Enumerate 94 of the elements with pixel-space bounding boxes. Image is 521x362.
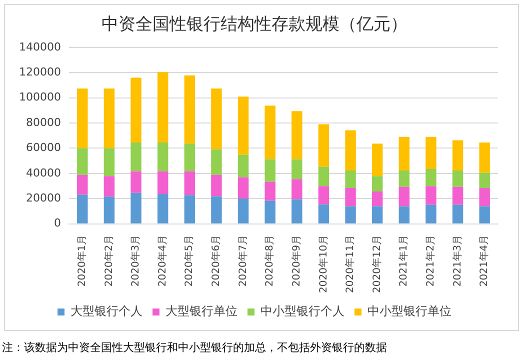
bar bbox=[184, 75, 196, 144]
bar bbox=[398, 170, 410, 187]
bar bbox=[157, 72, 168, 143]
bar bbox=[318, 186, 330, 204]
x-tick-label: 2021年4月 bbox=[478, 234, 490, 287]
x-tick-label: 2020年1月 bbox=[76, 234, 88, 287]
bar bbox=[479, 172, 490, 188]
bar bbox=[77, 88, 88, 148]
bar bbox=[130, 171, 142, 193]
bar bbox=[104, 148, 115, 176]
bar bbox=[184, 144, 196, 172]
bar bbox=[452, 140, 464, 171]
bar bbox=[345, 130, 356, 171]
bar bbox=[345, 188, 356, 206]
bar bbox=[479, 142, 490, 173]
bar bbox=[452, 186, 464, 205]
legend-label: 大型银行单位 bbox=[166, 304, 238, 318]
bar bbox=[104, 196, 115, 224]
legend-label: 中小型银行单位 bbox=[368, 304, 452, 318]
y-tick-label: 20000 bbox=[26, 191, 61, 204]
bar bbox=[292, 111, 302, 160]
x-tick-label: 2020年6月 bbox=[210, 234, 222, 287]
bar bbox=[184, 171, 196, 196]
chart-title: 中资全国性银行结构性存款规模（亿元） bbox=[102, 14, 408, 35]
bar bbox=[292, 159, 302, 180]
bar bbox=[77, 148, 88, 175]
bar bbox=[77, 174, 88, 195]
y-tick-label: 120000 bbox=[18, 65, 61, 78]
bar bbox=[318, 124, 330, 167]
bar bbox=[104, 176, 115, 197]
bar bbox=[345, 170, 356, 188]
y-tick-label: 140000 bbox=[18, 40, 61, 54]
bar bbox=[264, 159, 276, 182]
y-tick-label: 40000 bbox=[26, 166, 61, 180]
bar bbox=[157, 142, 168, 172]
bar bbox=[452, 204, 464, 224]
bar bbox=[398, 186, 410, 206]
bar bbox=[372, 144, 383, 176]
x-tick-label: 2020年10月 bbox=[317, 234, 330, 294]
bar bbox=[77, 194, 88, 224]
bar bbox=[398, 206, 410, 224]
bar bbox=[318, 204, 330, 224]
bar bbox=[264, 182, 276, 201]
bar bbox=[211, 88, 222, 150]
x-tick-label: 2020年12月 bbox=[370, 234, 383, 294]
bar bbox=[184, 195, 196, 224]
bar bbox=[426, 186, 436, 205]
bar bbox=[104, 88, 115, 148]
bar bbox=[292, 179, 302, 200]
bar bbox=[479, 188, 490, 206]
bar bbox=[345, 206, 356, 224]
bar bbox=[264, 200, 276, 224]
x-tick-label: 2020年9月 bbox=[290, 234, 302, 287]
bar bbox=[292, 199, 302, 224]
bar bbox=[238, 177, 249, 198]
x-tick-label: 2020年11月 bbox=[344, 234, 356, 294]
bar bbox=[372, 206, 383, 224]
x-tick-label: 2020年7月 bbox=[236, 234, 249, 287]
x-tick-label: 2021年3月 bbox=[451, 234, 464, 287]
bar bbox=[426, 169, 436, 186]
x-tick-label: 2020年3月 bbox=[130, 234, 142, 287]
bar bbox=[238, 96, 249, 155]
x-tick-label: 2021年1月 bbox=[398, 234, 410, 287]
x-tick-label: 2020年5月 bbox=[183, 234, 196, 287]
bar bbox=[452, 170, 464, 187]
legend-label: 中小型银行个人 bbox=[260, 304, 344, 318]
bar bbox=[426, 204, 436, 224]
x-tick-label: 2021年2月 bbox=[424, 234, 437, 287]
bar bbox=[264, 106, 276, 160]
y-tick-label: 0 bbox=[54, 216, 61, 230]
bar bbox=[211, 174, 222, 196]
bar bbox=[318, 166, 330, 186]
bar bbox=[426, 136, 436, 170]
bar bbox=[211, 149, 222, 175]
bar bbox=[157, 194, 168, 224]
bar bbox=[238, 198, 249, 224]
bar bbox=[372, 191, 383, 206]
y-tick-label: 100000 bbox=[18, 90, 61, 104]
bar bbox=[238, 154, 249, 178]
bar bbox=[211, 196, 222, 224]
bar bbox=[372, 176, 383, 192]
x-tick-label: 2020年4月 bbox=[156, 234, 168, 287]
text: 注：该数据为中资全国性大型银行和中小型银行的加总，不包括外资银行的数据 bbox=[2, 340, 387, 355]
x-tick-label: 2020年2月 bbox=[102, 234, 115, 287]
y-tick-label: 60000 bbox=[26, 141, 61, 154]
bar bbox=[479, 206, 490, 224]
x-tick-label: 2020年8月 bbox=[264, 234, 276, 287]
bar bbox=[130, 78, 142, 143]
bar bbox=[157, 171, 168, 194]
bar bbox=[130, 142, 142, 172]
bar bbox=[398, 136, 410, 171]
bar bbox=[130, 192, 142, 224]
legend-label: 大型银行个人 bbox=[70, 304, 142, 318]
y-tick-label: 80000 bbox=[26, 116, 61, 129]
